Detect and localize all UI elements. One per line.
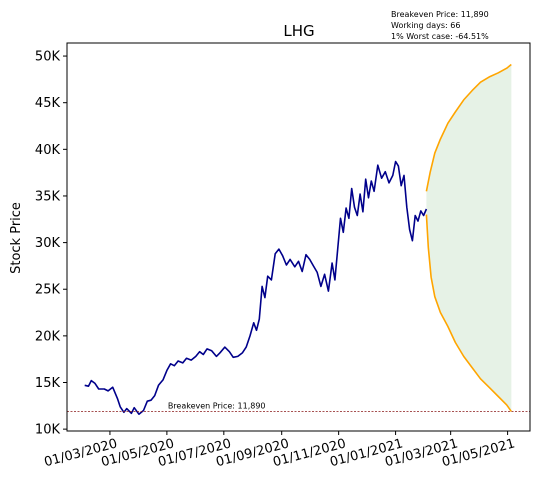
chart-title: LHG: [283, 22, 314, 40]
forecast-band: [426, 64, 512, 412]
y-tick-label: 40K: [35, 143, 61, 158]
y-tick-label: 35K: [35, 189, 61, 204]
y-tick-label: 20K: [35, 329, 61, 344]
forecast-band-layer: [426, 64, 512, 412]
series-line-history: [84, 160, 428, 416]
y-tick-label: 50K: [35, 50, 61, 65]
breakeven-label: Breakeven Price: 11,890: [168, 402, 266, 411]
info-line: 1% Worst case: -64.51%: [391, 32, 489, 41]
y-tick-label: 30K: [35, 236, 61, 251]
y-tick-label: 10K: [35, 423, 61, 438]
series-line-forecast-upper: [425, 63, 512, 192]
info-box: Breakeven Price: 11,890 Working days: 66…: [391, 10, 489, 41]
y-axis: 10K 15K 20K 25K 30K 35K 40K 45K 50K: [35, 50, 67, 438]
y-axis-label: Stock Price: [9, 202, 24, 274]
y-tick-label: 25K: [35, 283, 61, 298]
info-line: Working days: 66: [391, 21, 460, 30]
y-tick-label: 45K: [35, 96, 61, 111]
plot-frame: [66, 42, 531, 432]
series-layer: [84, 63, 512, 416]
y-tick-label: 15K: [35, 376, 61, 391]
info-line: Breakeven Price: 11,890: [391, 10, 489, 19]
x-axis: 01/03/202001/05/202001/07/202001/09/2020…: [43, 431, 517, 470]
series-line-forecast-lower: [425, 214, 512, 412]
